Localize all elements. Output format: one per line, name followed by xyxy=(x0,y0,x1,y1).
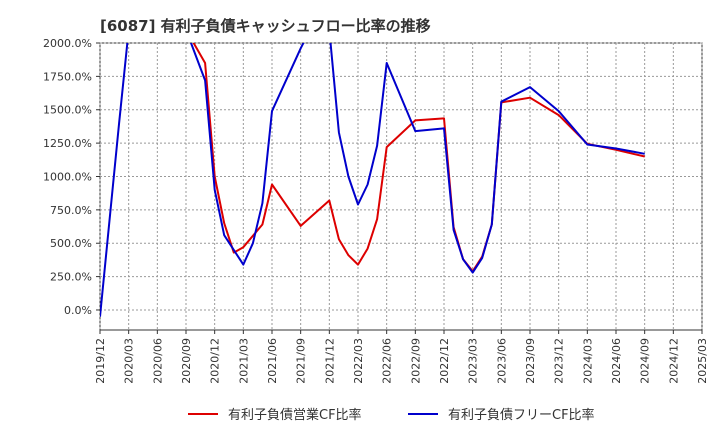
x-tick-label: 2023/03 xyxy=(467,338,480,384)
y-tick-label: 1500.0% xyxy=(43,104,92,117)
x-tick-label: 2024/06 xyxy=(610,338,623,384)
series-line-1 xyxy=(192,43,645,273)
y-tick-label: 250.0% xyxy=(50,271,92,284)
x-tick-label: 2021/12 xyxy=(323,338,336,384)
x-tick-label: 2022/12 xyxy=(438,338,451,384)
y-tick-label: 1250.0% xyxy=(43,137,92,150)
y-tick-label: 0.0% xyxy=(64,304,92,317)
series-group xyxy=(100,43,645,317)
x-tick-label: 2021/09 xyxy=(295,338,308,384)
x-tick-label: 2024/12 xyxy=(667,338,680,384)
x-tick-label: 2022/03 xyxy=(352,338,365,384)
y-tick-label: 500.0% xyxy=(50,237,92,250)
x-tick-label: 2020/06 xyxy=(151,338,164,384)
y-axis: 0.0% 250.0% 500.0% 750.0% 1000.0% 1250.0% 1500… xyxy=(43,37,100,317)
x-tick-label: 2019/12 xyxy=(94,338,107,384)
chart-title: [6087] 有利子負債キャッシュフロー比率の推移 xyxy=(100,17,431,35)
x-tick-label: 2020/09 xyxy=(180,338,193,384)
x-tick-label: 2024/09 xyxy=(639,338,652,384)
x-tick-label: 2021/06 xyxy=(266,338,279,384)
x-tick-label: 2024/03 xyxy=(581,338,594,384)
y-tick-label: 1000.0% xyxy=(43,170,92,183)
legend: 有利子負債営業CF比率 有利子負債フリーCF比率 xyxy=(188,407,595,423)
y-tick-label: 1750.0% xyxy=(43,70,92,83)
legend-label-1: 有利子負債営業CF比率 xyxy=(228,407,362,423)
series-line-2 xyxy=(100,43,645,317)
y-tick-label: 750.0% xyxy=(50,204,92,217)
x-tick-label: 2023/09 xyxy=(524,338,537,384)
x-tick-label: 2022/09 xyxy=(409,338,422,384)
x-tick-label: 2023/12 xyxy=(553,338,566,384)
x-tick-label: 2020/12 xyxy=(209,338,222,384)
x-tick-label: 2023/06 xyxy=(495,338,508,384)
grid xyxy=(99,42,703,330)
x-tick-label: 2025/03 xyxy=(696,338,709,384)
x-axis: 2019/12 2020/03 2020/06 2020/09 2020/12 2021/… xyxy=(94,330,709,384)
x-tick-label: 2020/03 xyxy=(123,338,136,384)
legend-label-2: 有利子負債フリーCF比率 xyxy=(448,407,595,423)
plot-area xyxy=(99,42,703,331)
x-tick-label: 2022/06 xyxy=(381,338,394,384)
y-tick-label: 2000.0% xyxy=(43,37,92,50)
x-tick-label: 2021/03 xyxy=(237,338,250,384)
